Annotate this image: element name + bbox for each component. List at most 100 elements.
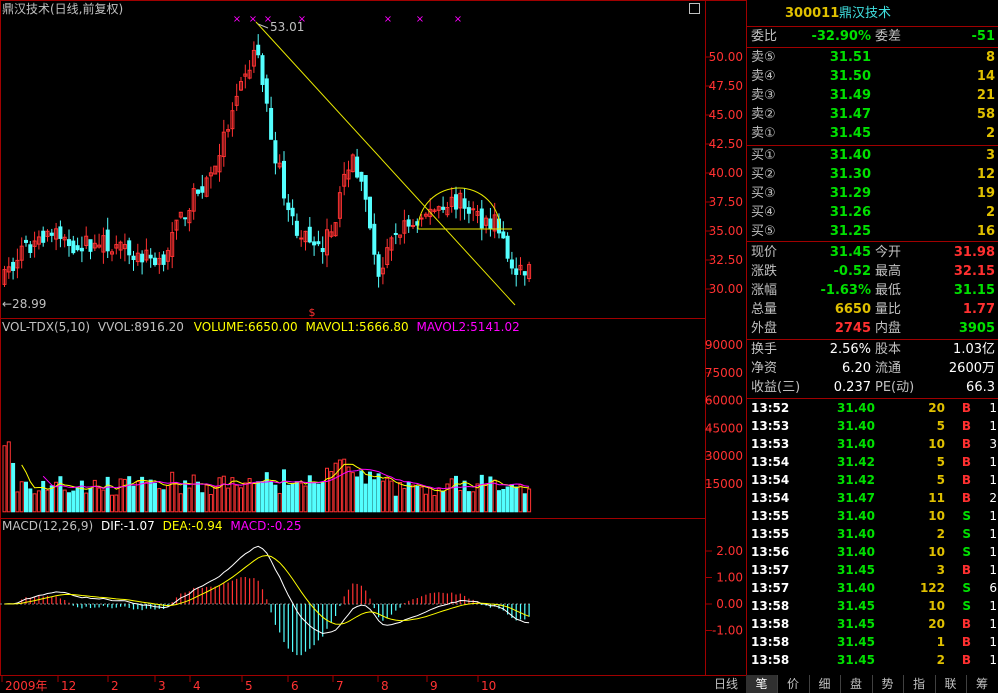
- volume-bar: [445, 483, 450, 513]
- panel-tab-7[interactable]: 筹: [967, 675, 998, 693]
- ask-row[interactable]: 卖② 31.47 58: [747, 105, 998, 124]
- volume-bar: [122, 478, 127, 513]
- high-price-label: 53.01: [270, 20, 304, 34]
- mavol1-line: [21, 463, 530, 492]
- candle-body: [196, 189, 200, 194]
- bid-row[interactable]: 买① 31.40 3: [747, 146, 998, 165]
- tick-volume: 5: [936, 419, 945, 433]
- signal-marker: ×: [298, 14, 306, 25]
- panel-tab-0[interactable]: 笔: [746, 675, 778, 693]
- trade-tick-row[interactable]: 13:54 31.42 5 B 1: [747, 453, 998, 471]
- volume-bar: [350, 472, 355, 513]
- panel-tab-3[interactable]: 盘: [841, 675, 873, 693]
- volume-bar: [153, 482, 157, 513]
- candle-body: [226, 129, 231, 132]
- ask-row[interactable]: 卖③ 31.49 21: [747, 86, 998, 105]
- volume-bar: [449, 478, 454, 513]
- trade-tick-row[interactable]: 13:58 31.45 2 B 1: [747, 651, 998, 669]
- trade-tick-row[interactable]: 13:58 31.45 1 B 1: [747, 633, 998, 651]
- bid-row[interactable]: 买④ 31.26 2: [747, 203, 998, 222]
- ask-row[interactable]: 卖① 31.45 2: [747, 124, 998, 143]
- bid-row[interactable]: 买③ 31.29 19: [747, 184, 998, 203]
- candle-body: [28, 244, 33, 253]
- tick-volume: 20: [928, 401, 945, 415]
- trade-tick-row[interactable]: 13:55 31.40 10 S 1: [747, 507, 998, 525]
- signal-marker: ×: [233, 14, 241, 25]
- trade-tick-row[interactable]: 13:55 31.40 2 S 1: [747, 525, 998, 543]
- bid-level-label: 买①: [751, 148, 776, 163]
- mavol1-value: MAVOL1:5666.80: [305, 320, 409, 334]
- panel-tab-5[interactable]: 指: [904, 675, 936, 693]
- bid-row[interactable]: 买② 31.30 12: [747, 165, 998, 184]
- macd-value: MACD:-0.25: [230, 519, 302, 533]
- price-axis-label: 50.00: [709, 50, 743, 64]
- panel-tab-4[interactable]: 势: [872, 675, 904, 693]
- candle-body: [376, 254, 381, 277]
- stat-row: 换手 2.56% 股本 1.03亿: [747, 340, 998, 359]
- candle-body: [170, 232, 175, 257]
- volume-bar: [368, 471, 372, 513]
- stock-chart-svg[interactable]: × × × × × × ×53.01←28.99$ 50.0047.5045.0042.50…: [0, 0, 746, 693]
- candle-body: [514, 268, 519, 275]
- candle-body: [346, 169, 351, 180]
- volume-bar: [359, 470, 364, 513]
- trade-tick-row[interactable]: 13:57 31.45 3 B 1: [747, 561, 998, 579]
- volume-bar: [19, 481, 24, 513]
- panel-tab-6[interactable]: 联: [935, 675, 967, 693]
- stock-title-row: 300011 鼎汉技术: [747, 4, 998, 23]
- candle-body: [509, 259, 514, 269]
- volume-bar: [479, 474, 484, 513]
- candle-body: [423, 213, 428, 217]
- trade-tick-row[interactable]: 13:57 31.40 122 S 6: [747, 579, 998, 597]
- trade-tick-row[interactable]: 13:56 31.40 10 S 1: [747, 543, 998, 561]
- volume-bar: [62, 489, 67, 513]
- volume-header: VOL-TDX(5,10) VVOL:8916.20 VOLUME:6650.0…: [2, 320, 520, 334]
- volume-bar: [393, 495, 398, 513]
- panel-tab-1[interactable]: 价: [778, 675, 810, 693]
- candle-body: [239, 81, 243, 91]
- volume-bar: [411, 484, 415, 513]
- volume-bar: [28, 488, 33, 513]
- time-axis-label: 2009年: [5, 679, 48, 693]
- ask-level-label: 卖③: [751, 88, 776, 103]
- volume-bar: [24, 481, 28, 513]
- tick-volume: 5: [936, 473, 945, 487]
- volume-bar: [204, 484, 209, 513]
- bid-level-label: 买④: [751, 205, 776, 220]
- panel-tab-2[interactable]: 细: [809, 675, 841, 693]
- candle-body: [282, 160, 286, 199]
- volume-bar: [114, 494, 119, 513]
- quote-label: 总量: [751, 302, 778, 317]
- volume-bar: [333, 462, 338, 513]
- trade-tick-row[interactable]: 13:58 31.45 10 S 1: [747, 597, 998, 615]
- trade-tick-row[interactable]: 13:58 31.45 20 B 1: [747, 615, 998, 633]
- volume-bar: [67, 492, 71, 513]
- bid-row[interactable]: 买⑤ 31.25 16: [747, 222, 998, 241]
- trade-tick-row[interactable]: 13:53 31.40 10 B 3: [747, 435, 998, 453]
- trade-tick-row[interactable]: 13:52 31.40 20 B 1: [747, 399, 998, 417]
- volume-bar: [389, 480, 394, 513]
- trade-tick-row[interactable]: 13:53 31.40 5 B 1: [747, 417, 998, 435]
- volume-bar: [527, 488, 532, 513]
- time-axis-label: 7: [336, 679, 344, 693]
- volume-bar: [307, 475, 312, 513]
- candle-body: [157, 257, 162, 265]
- trade-tick-row[interactable]: 13:54 31.42 5 B 1: [747, 471, 998, 489]
- candle-body: [234, 95, 239, 106]
- volume-bar: [277, 493, 282, 513]
- tick-count: 1: [989, 401, 997, 415]
- candle-body: [15, 259, 20, 269]
- trade-tick-row[interactable]: 13:54 31.47 11 B 2: [747, 489, 998, 507]
- bid-level-label: 买⑤: [751, 224, 776, 239]
- candle-body: [84, 235, 89, 246]
- price-axis-label: 42.50: [709, 137, 743, 151]
- candle-body: [230, 110, 235, 130]
- ask-row[interactable]: 卖④ 31.50 14: [747, 67, 998, 86]
- tick-price: 31.40: [837, 419, 875, 433]
- period-tab[interactable]: 日线: [713, 677, 738, 691]
- candle-body: [312, 241, 317, 246]
- bid-volume: 2: [985, 205, 995, 220]
- ask-row[interactable]: 卖⑤ 31.51 8: [747, 48, 998, 67]
- chart-corner-button[interactable]: [689, 3, 700, 14]
- tick-volume: 2: [936, 527, 945, 541]
